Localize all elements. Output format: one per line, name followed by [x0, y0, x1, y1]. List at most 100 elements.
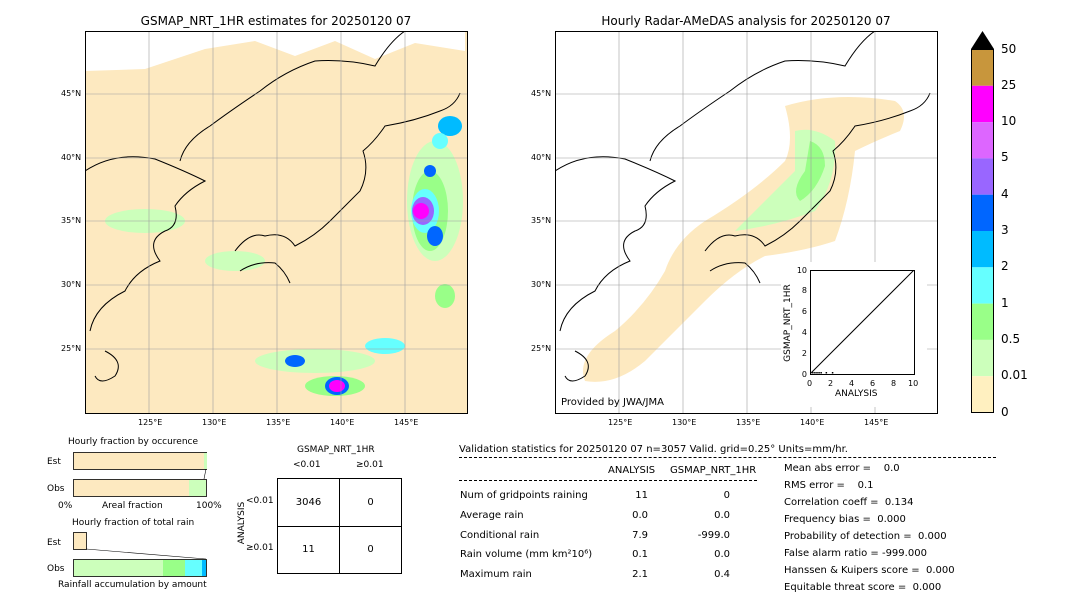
left-map — [85, 31, 468, 414]
inset-xtick: 10 — [908, 379, 919, 388]
right-lon-label: 145°E — [864, 418, 889, 427]
fraction-total-title: Hourly fraction of total rain — [72, 518, 195, 528]
colorbar-segment — [971, 267, 994, 304]
scatter-point — [818, 372, 820, 374]
validation-row-analysis: 11 — [635, 490, 648, 501]
fraction-occurrence-chart — [73, 452, 207, 497]
est-total-bar — [73, 532, 87, 550]
colorbar-frame — [971, 49, 994, 413]
colorbar-segments — [971, 49, 994, 413]
fraction-total-footer: Rainfall accumulation by amount — [58, 580, 207, 590]
right-map-title: Hourly Radar-AMeDAS analysis for 2025012… — [601, 14, 891, 28]
validation-row-analysis: 0.0 — [632, 510, 648, 521]
colorbar-segment — [971, 122, 994, 159]
colorbar-segment — [971, 303, 994, 340]
inset-diagonal — [810, 270, 915, 375]
score-line: False alarm ratio = -999.000 — [784, 548, 927, 559]
right-lat-label: 25°N — [531, 344, 552, 353]
inset-xtick: 0 — [807, 379, 813, 388]
contingency-col-lt: <0.01 — [293, 460, 321, 470]
fraction-axis-right: 100% — [196, 501, 222, 511]
validation-row-analysis: 7.9 — [632, 530, 648, 541]
fraction-row-label: Obs — [47, 484, 65, 494]
occurrence-connector — [203, 468, 207, 480]
colorbar — [971, 31, 994, 413]
inset-ylabel: GSMAP_NRT_1HR — [783, 284, 793, 362]
obs-total-seg — [163, 560, 185, 576]
est-occurrence-rain — [204, 453, 207, 469]
right-map-credit: Provided by JWA/JMA — [561, 397, 664, 408]
colorbar-label: 2 — [1001, 259, 1009, 274]
right-map-coastlines — [555, 31, 931, 382]
right-lat-label: 45°N — [531, 89, 552, 98]
validation-row-gsmap: 0.0 — [714, 549, 730, 560]
colorbar-segment — [971, 85, 994, 123]
left-lon-label: 130°E — [202, 418, 227, 427]
score-line: Frequency bias = 0.000 — [784, 514, 906, 525]
fraction-row-label: Est — [47, 457, 61, 467]
scatter-point — [820, 372, 822, 374]
contingency-col-ge: ≥0.01 — [356, 460, 384, 470]
inset-xtick: 8 — [891, 379, 897, 388]
right-lon-label: 125°E — [608, 418, 633, 427]
validation-row-gsmap: 0 — [723, 490, 730, 501]
scatter-point — [814, 372, 816, 374]
score-line: Correlation coeff = 0.134 — [784, 497, 914, 508]
left-map-gridlines — [85, 31, 468, 414]
contingency-cell: 3046 — [295, 497, 322, 508]
colorbar-segment — [971, 158, 994, 195]
contingency-row-ge: ≥0.01 — [246, 543, 274, 553]
colorbar-segment — [971, 194, 994, 231]
inset-xtick: 2 — [828, 379, 834, 388]
obs-total-seg — [185, 560, 202, 576]
validation-header-rule — [459, 457, 996, 458]
left-map-rain-patches — [105, 116, 463, 396]
inset-ytick: 4 — [801, 328, 807, 337]
colorbar-segment — [971, 49, 994, 86]
validation-row-label: Rain volume (mm km²10⁶) — [460, 549, 593, 560]
validation-col-analysis: ANALYSIS — [608, 465, 656, 476]
colorbar-label: 0.01 — [1001, 368, 1028, 383]
colorbar-label: 0 — [1001, 404, 1009, 419]
right-lat-label: 30°N — [531, 280, 552, 289]
colorbar-label: 4 — [1001, 186, 1009, 201]
scatter-point — [831, 372, 834, 374]
validation-header: Validation statistics for 20250120 07 n=… — [459, 444, 848, 455]
right-lon-label: 130°E — [672, 418, 697, 427]
contingency-cell: 0 — [367, 497, 374, 508]
validation-row-gsmap: 0.4 — [714, 569, 730, 580]
colorbar-label: 0.5 — [1001, 331, 1021, 346]
obs-occurrence-bar — [73, 479, 207, 497]
left-lat-label: 35°N — [61, 216, 82, 225]
contingency-cell: 11 — [302, 544, 315, 555]
fraction-total-row-label: Obs — [47, 564, 65, 574]
colorbar-label: 5 — [1001, 150, 1009, 165]
validation-row-label: Average rain — [460, 510, 524, 521]
left-map-coastlines — [85, 31, 461, 382]
colorbar-over-arrow — [971, 31, 994, 49]
validation-col-gsmap: GSMAP_NRT_1HR — [670, 465, 757, 476]
left-lon-label: 135°E — [266, 418, 291, 427]
left-map-frame — [85, 31, 468, 414]
inset-points — [812, 372, 834, 374]
colorbar-label: 1 — [1001, 295, 1009, 310]
inset-ytick: 6 — [801, 307, 807, 316]
validation-row-analysis: 2.1 — [632, 569, 648, 580]
scatter-point — [825, 372, 828, 374]
inset-xtick: 4 — [849, 379, 855, 388]
inset-scatter — [810, 270, 915, 375]
left-lat-label: 45°N — [61, 89, 82, 98]
fraction-axis-mid: Areal fraction — [102, 501, 163, 511]
fraction-axis-left: 0% — [58, 501, 73, 511]
inset-ytick: 10 — [796, 266, 807, 275]
right-lon-label: 135°E — [736, 418, 761, 427]
contingency-row-label: ANALYSIS — [237, 501, 247, 545]
score-line: Equitable threat score = 0.000 — [784, 582, 942, 593]
right-map-coverage — [583, 97, 904, 382]
validation-row-label: Conditional rain — [460, 530, 540, 541]
right-lon-label: 140°E — [800, 418, 825, 427]
scatter-point — [816, 372, 818, 374]
colorbar-segment — [971, 339, 994, 377]
score-line: Hanssen & Kuipers score = 0.000 — [784, 565, 955, 576]
inset-ytick: 2 — [801, 349, 807, 358]
